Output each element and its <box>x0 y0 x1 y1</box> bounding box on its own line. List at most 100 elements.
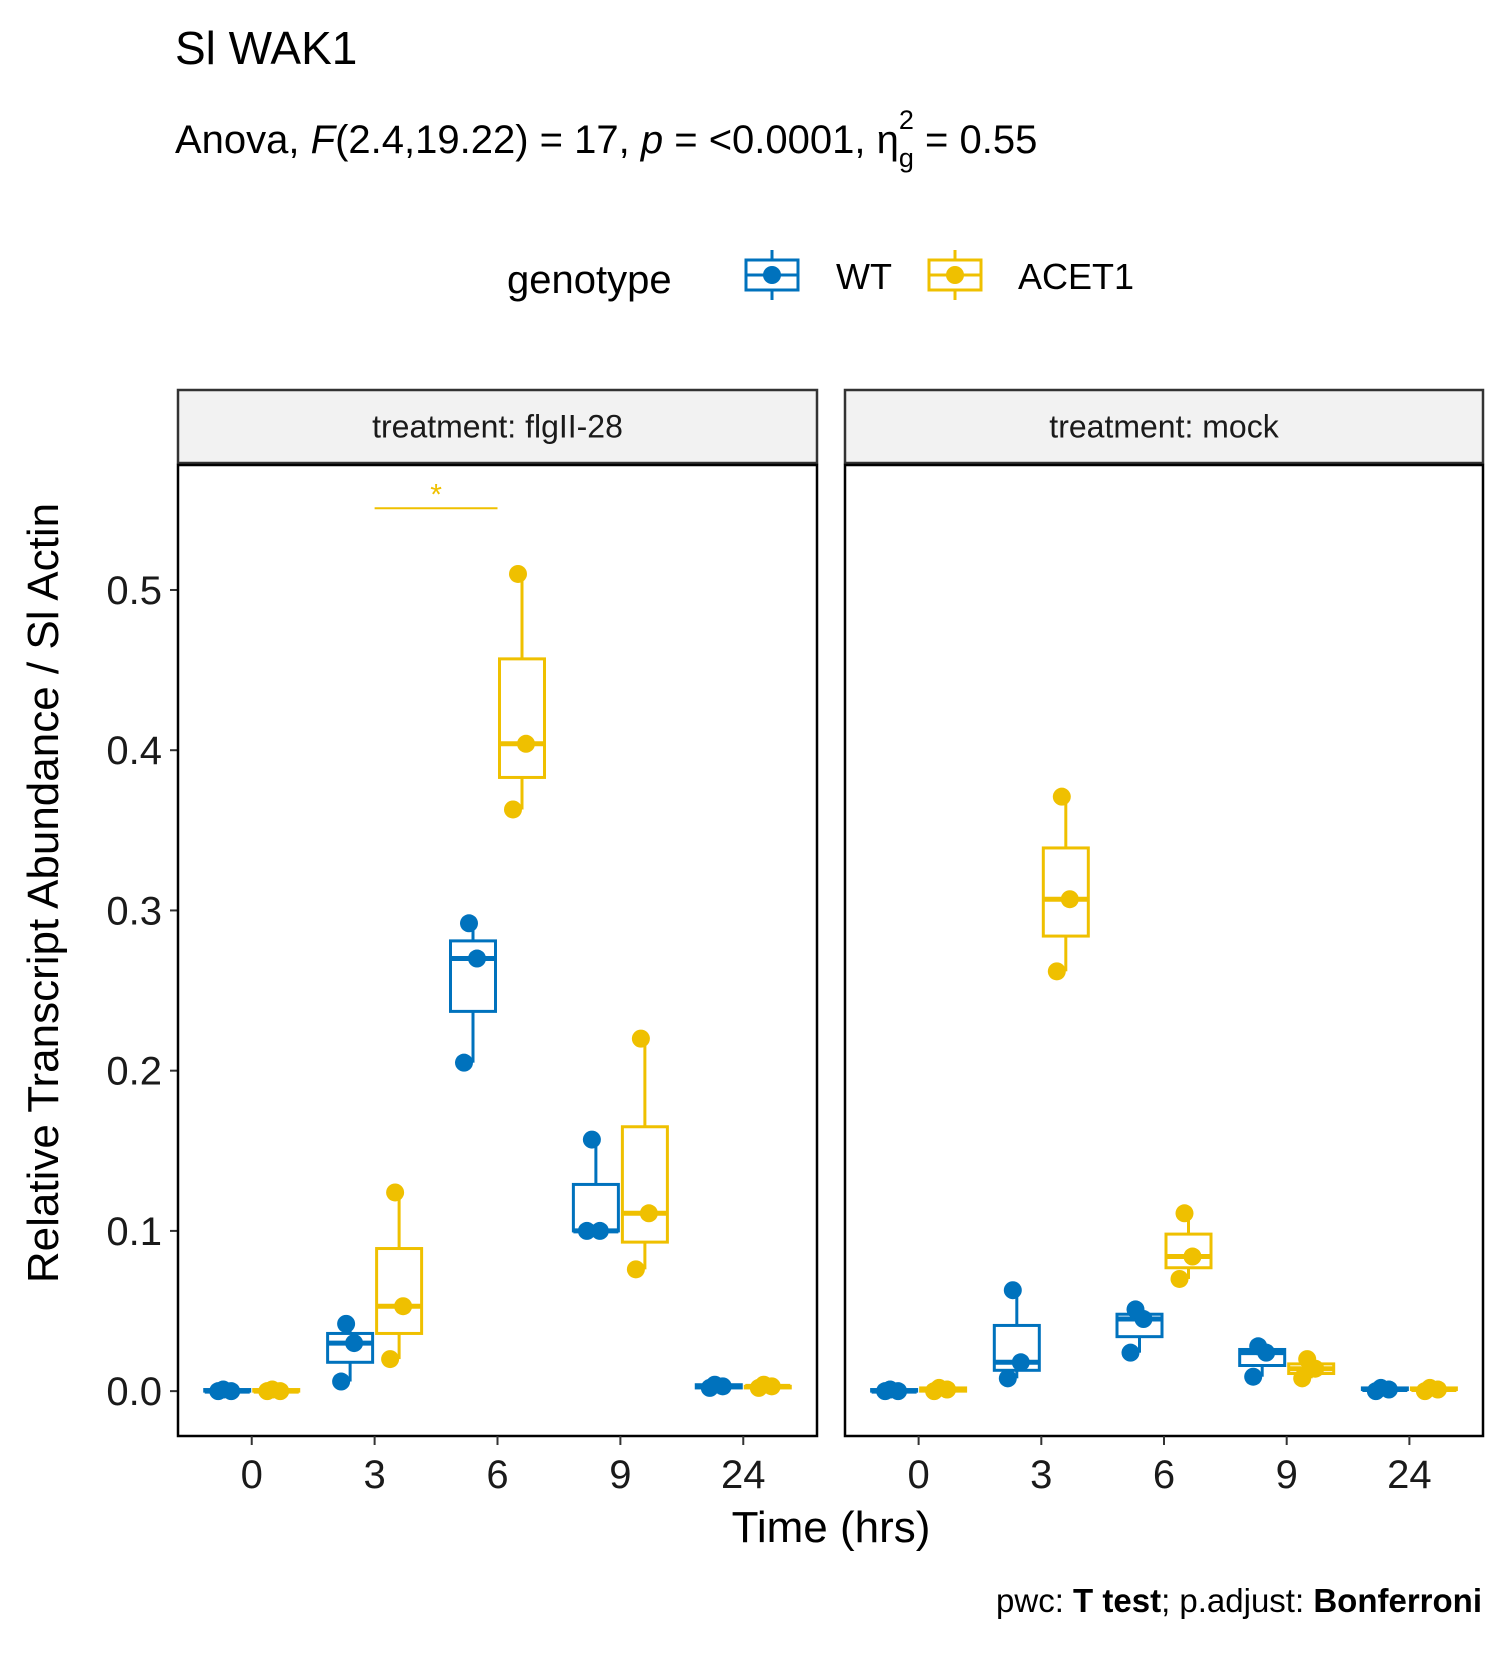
boxplot-acet1-t6 <box>498 564 546 819</box>
x-tick-label: 9 <box>609 1453 631 1497</box>
x-axis-title: Time (hrs) <box>732 1503 931 1552</box>
legend-label-acet1: ACET1 <box>1018 256 1134 297</box>
legend-key-acet1 <box>927 250 983 300</box>
data-point <box>394 1297 413 1316</box>
data-point <box>1371 1378 1390 1397</box>
data-point <box>517 734 535 753</box>
subtitle-stat-symbol: F <box>311 118 338 162</box>
significance-label: * <box>430 478 442 511</box>
facet-strip <box>843 388 1485 465</box>
data-point <box>705 1375 724 1394</box>
data-point <box>1052 787 1071 806</box>
data-point <box>1170 1269 1189 1288</box>
x-tick-label: 24 <box>1387 1453 1432 1497</box>
boxplot-acet1-t0 <box>919 1378 968 1401</box>
data-point <box>468 949 486 968</box>
data-point <box>582 1130 601 1149</box>
x-tick-label: 0 <box>241 1453 263 1497</box>
subtitle-eta-text: = 0.55 <box>914 118 1037 162</box>
boxplot-wt-t3 <box>992 1281 1041 1388</box>
data-point <box>504 800 522 819</box>
data-point <box>455 1053 473 1072</box>
data-point <box>381 1350 400 1369</box>
caption: pwc: T test; p.adjust: Bonferroni <box>996 1582 1482 1619</box>
data-point <box>1420 1378 1439 1397</box>
data-point <box>509 564 527 583</box>
y-tick-label: 0.0 <box>106 1370 162 1414</box>
data-point <box>590 1221 609 1240</box>
data-point <box>1003 1281 1022 1300</box>
data-point <box>1183 1247 1202 1266</box>
y-tick-label: 0.2 <box>106 1050 162 1094</box>
x-tick-label: 0 <box>907 1453 929 1497</box>
x-tick-label: 3 <box>363 1453 385 1497</box>
x-tick-label: 9 <box>1276 1453 1298 1497</box>
boxplot-acet1-t24 <box>743 1375 792 1397</box>
legend-label-wt: WT <box>836 256 892 297</box>
y-tick-label: 0.1 <box>106 1210 162 1254</box>
data-point <box>639 1204 658 1223</box>
y-axis-title: Relative Transcript Abundance / Sl Actin <box>19 503 68 1283</box>
facet-panel-border <box>843 463 1485 1438</box>
boxplot-wt-t6 <box>1115 1300 1164 1362</box>
data-point <box>1298 1350 1317 1369</box>
facet-panel-2: treatment: mock 0 3 6 9 24 <box>843 388 1485 1497</box>
x-tick-label: 6 <box>486 1453 508 1497</box>
caption-part-1: pwc: <box>996 1582 1073 1619</box>
data-point <box>1249 1337 1268 1356</box>
data-point <box>460 914 478 933</box>
y-axis: 0.0 0.1 0.2 0.3 0.4 0.5 <box>106 569 178 1414</box>
facets: treatment: flgII-28 0 3 6 9 24 * treatment: moc… <box>176 388 1485 1497</box>
subtitle-p-text: = <0.0001, <box>663 118 877 162</box>
x-tick-label: 3 <box>1030 1453 1052 1497</box>
boxplot-box <box>498 657 546 779</box>
boxplot-wt-t9 <box>571 1130 620 1240</box>
y-tick-label: 0.3 <box>106 889 162 933</box>
facet-panel-1: treatment: flgII-28 0 3 6 9 24 * <box>176 388 819 1497</box>
y-tick-label: 0.4 <box>106 729 162 773</box>
data-point <box>1244 1367 1263 1386</box>
legend-key-wt-point <box>763 266 781 284</box>
data-point <box>881 1380 900 1399</box>
y-tick-label: 0.5 <box>106 569 162 613</box>
boxplot-box <box>620 1125 669 1244</box>
x-tick-label: 6 <box>1153 1453 1175 1497</box>
boxplot-wt-t9 <box>1238 1337 1287 1386</box>
data-point <box>631 1029 650 1048</box>
data-point <box>1293 1369 1312 1388</box>
boxplot-acet1-t3 <box>375 1183 424 1369</box>
boxplot-box <box>375 1247 424 1335</box>
subtitle-eta-sup: 2 <box>899 105 914 135</box>
boxplot-wt-t0 <box>203 1380 252 1401</box>
boxplot-acet1-t9 <box>1287 1350 1336 1388</box>
boxplot-acet1-t9 <box>620 1029 669 1279</box>
boxplot-wt-t0 <box>870 1380 919 1401</box>
legend-key-acet1-point <box>946 266 964 284</box>
subtitle-eta-sub: g <box>899 143 914 173</box>
boxplot-acet1-t0 <box>252 1380 301 1401</box>
subtitle-prefix: Anova, <box>175 118 311 162</box>
subtitle-p-symbol: p <box>640 118 663 162</box>
caption-bold-2: Bonferroni <box>1313 1582 1482 1619</box>
boxplot-wt-t24 <box>1360 1378 1409 1401</box>
legend: genotype WT ACET1 <box>507 250 1134 302</box>
boxplot-acet1-t24 <box>1409 1378 1458 1401</box>
data-point <box>345 1334 364 1353</box>
facet-strip-label: treatment: flgII-28 <box>372 409 623 445</box>
boxplot-wt-t3 <box>326 1314 375 1391</box>
boxplot-wt-t6 <box>449 914 497 1072</box>
data-point <box>1126 1300 1145 1319</box>
boxplot-wt-t24 <box>694 1375 743 1397</box>
data-point <box>1047 962 1066 981</box>
boxplot-acet1-t6 <box>1164 1204 1213 1288</box>
data-point <box>626 1260 645 1279</box>
data-point <box>577 1221 596 1240</box>
data-point <box>1121 1343 1140 1362</box>
data-point <box>214 1380 233 1399</box>
subtitle-eta-symbol: η <box>877 118 899 162</box>
data-point <box>754 1375 773 1394</box>
data-point <box>332 1372 351 1391</box>
boxplot-box <box>1041 846 1090 938</box>
